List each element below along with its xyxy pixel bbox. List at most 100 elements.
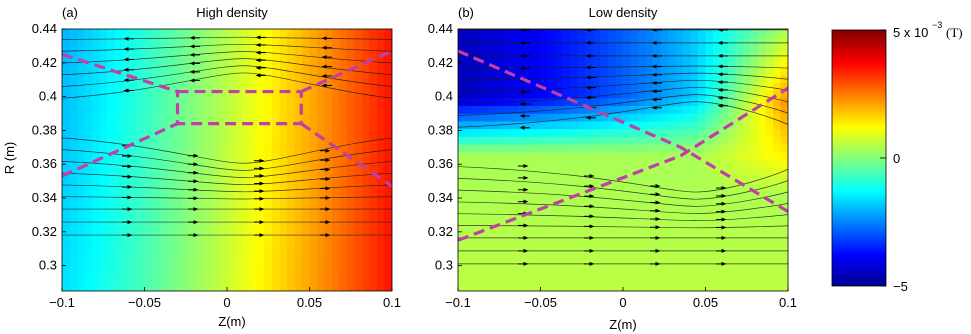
field-cell (174, 183, 183, 192)
field-cell (540, 244, 549, 254)
field-cell (495, 113, 504, 123)
field-cell (780, 36, 788, 46)
field-cell (705, 252, 714, 261)
field-cell (174, 244, 183, 254)
field-cell (615, 136, 624, 146)
field-cell (465, 136, 474, 146)
field-cell (608, 82, 617, 92)
field-cell (204, 244, 213, 254)
field-line (458, 79, 788, 93)
field-cell (99, 175, 108, 184)
field-cell (525, 183, 534, 192)
field-cell (189, 29, 198, 38)
field-cell (750, 90, 759, 99)
field-cell (159, 244, 168, 254)
field-cell (99, 221, 108, 230)
field-cell (197, 82, 206, 92)
field-cell (563, 52, 572, 61)
field-cell (765, 160, 774, 169)
field-cell (503, 267, 512, 277)
field-cell (765, 221, 774, 230)
field-cell (144, 82, 153, 92)
field-cell (242, 144, 251, 153)
field-cell (525, 267, 534, 277)
field-cell (773, 67, 782, 76)
field-cell (735, 175, 744, 184)
field-cell (480, 229, 489, 238)
field-cell (668, 106, 677, 115)
field-cell (369, 275, 378, 284)
field-cell (272, 198, 281, 207)
field-cell (683, 59, 692, 69)
field-cell (660, 183, 669, 192)
field-cell (570, 160, 579, 169)
field-cell (585, 59, 594, 69)
field-cell (660, 106, 669, 115)
field-cell (92, 252, 101, 261)
field-cell (324, 183, 333, 192)
field-cell (705, 106, 714, 115)
field-cell (735, 136, 744, 146)
field-cell (765, 121, 774, 130)
field-cell (152, 190, 161, 200)
field-cell (137, 113, 146, 123)
field-cell (384, 183, 392, 192)
field-cell (144, 113, 153, 123)
field-cell (309, 206, 318, 215)
field-cell (159, 190, 168, 200)
field-cell (219, 183, 228, 192)
field-cell (279, 252, 288, 261)
field-cell (458, 260, 467, 269)
field-cell (630, 59, 639, 69)
field-cell (773, 221, 782, 230)
field-cell (780, 244, 788, 254)
field-cell (675, 275, 684, 284)
field-cell (758, 160, 767, 169)
field-cell (219, 98, 228, 107)
field-cell (638, 129, 647, 138)
field-cell (302, 82, 311, 92)
field-cell (503, 252, 512, 261)
field-cell (159, 237, 168, 246)
field-cell (257, 160, 266, 169)
field-cell (369, 190, 378, 200)
field-cell (354, 59, 363, 69)
field-cell (765, 283, 774, 291)
field-cell (114, 144, 123, 153)
field-cell (593, 213, 602, 223)
field-cell (728, 175, 737, 184)
field-cell (309, 198, 318, 207)
field-cell (540, 75, 549, 84)
field-cell (773, 29, 782, 38)
field-cell (84, 252, 93, 261)
field-cell (623, 267, 632, 277)
field-cell (458, 98, 467, 107)
field-cell (257, 275, 266, 284)
field-cell (510, 44, 519, 53)
field-cell (638, 152, 647, 161)
field-cell (488, 267, 497, 277)
field-cell (62, 221, 71, 230)
field-cell (623, 129, 632, 138)
field-cell (750, 82, 759, 92)
field-cell (362, 82, 371, 92)
field-cell (653, 98, 662, 107)
field-cell (234, 82, 243, 92)
field-cell (758, 90, 767, 99)
field-cell (167, 75, 176, 84)
field-cell (129, 267, 138, 277)
field-cell (510, 190, 519, 200)
field-cell (660, 82, 669, 92)
field-cell (182, 283, 191, 291)
field-cell (234, 90, 243, 99)
field-cell (563, 198, 572, 207)
field-cell (144, 206, 153, 215)
field-cell (503, 229, 512, 238)
field-cell (354, 121, 363, 130)
field-cell (279, 160, 288, 169)
field-cell (593, 198, 602, 207)
field-cell (257, 136, 266, 146)
field-cell (743, 82, 752, 92)
field-cell (144, 183, 153, 192)
field-cell (563, 90, 572, 99)
